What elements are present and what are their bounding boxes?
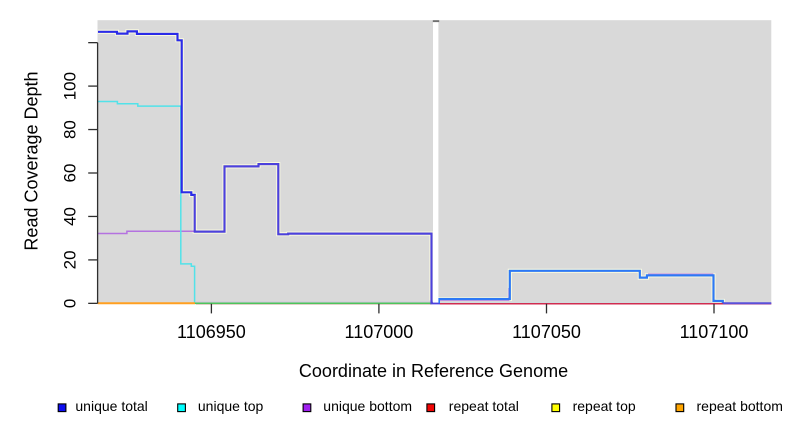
svg-text:repeat total: repeat total xyxy=(449,398,519,414)
svg-text:80: 80 xyxy=(60,120,79,139)
svg-text:Read Coverage Depth: Read Coverage Depth xyxy=(22,71,42,250)
svg-text:20: 20 xyxy=(60,250,79,269)
svg-text:unique top: unique top xyxy=(198,398,264,414)
svg-text:60: 60 xyxy=(60,164,79,183)
svg-text:unique total: unique total xyxy=(75,398,147,414)
svg-text:0: 0 xyxy=(60,299,79,308)
svg-text:1107050: 1107050 xyxy=(512,322,581,342)
svg-text:40: 40 xyxy=(60,207,79,226)
svg-text:Coordinate in Reference Genome: Coordinate in Reference Genome xyxy=(299,361,568,381)
svg-text:unique bottom: unique bottom xyxy=(323,398,412,414)
svg-text:1107000: 1107000 xyxy=(345,322,414,342)
svg-text:repeat bottom: repeat bottom xyxy=(697,398,783,414)
svg-text:1107100: 1107100 xyxy=(680,322,749,342)
svg-text:1106950: 1106950 xyxy=(177,322,246,342)
svg-text:repeat top: repeat top xyxy=(573,398,636,414)
svg-text:100: 100 xyxy=(60,72,79,100)
